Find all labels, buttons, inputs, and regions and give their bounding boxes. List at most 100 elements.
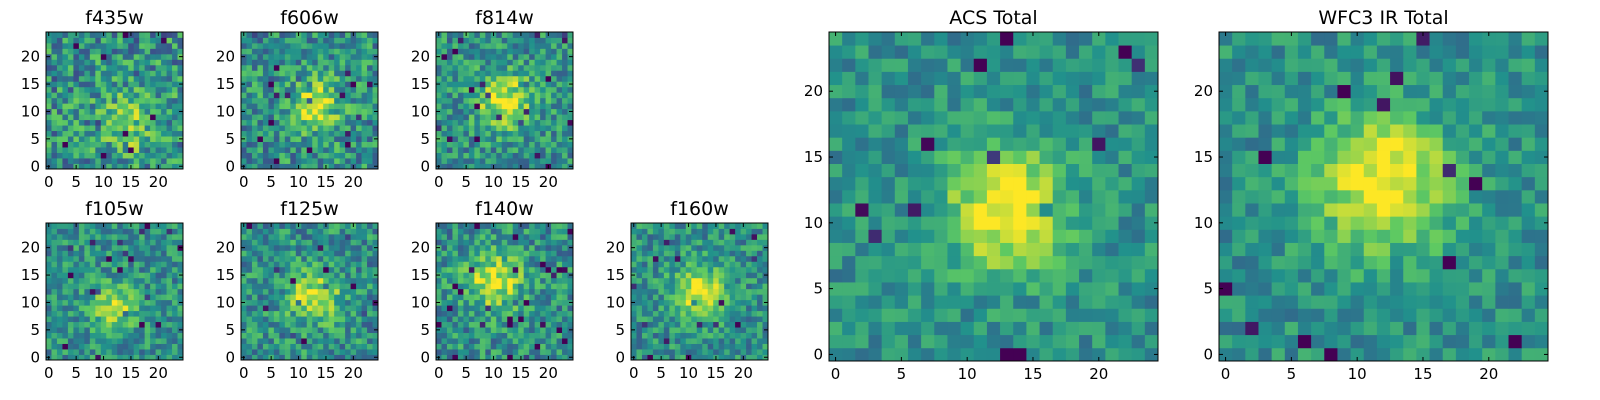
heatmap-cell bbox=[301, 86, 308, 93]
heatmap-cell bbox=[446, 266, 453, 273]
heatmap-cell bbox=[496, 59, 503, 66]
heatmap-cell bbox=[356, 103, 362, 110]
heatmap-cell bbox=[696, 343, 703, 350]
heatmap-cell bbox=[356, 158, 362, 164]
heatmap-cell bbox=[894, 282, 909, 296]
heatmap-cell bbox=[724, 239, 731, 246]
heatmap-cell bbox=[479, 42, 486, 49]
heatmap-cell bbox=[652, 266, 659, 273]
heatmap-cell bbox=[117, 354, 124, 361]
heatmap-cell bbox=[56, 86, 63, 93]
heatmap-cell bbox=[133, 103, 140, 110]
heatmap-cell bbox=[718, 272, 725, 279]
heatmap-cell bbox=[67, 59, 74, 66]
heatmap-cell bbox=[512, 75, 519, 82]
heatmap-cell bbox=[1105, 308, 1119, 322]
heatmap-cell bbox=[334, 349, 341, 355]
heatmap-cell bbox=[312, 42, 319, 49]
heatmap-cell bbox=[718, 354, 725, 361]
heatmap-cell bbox=[485, 130, 492, 137]
heatmap-cell bbox=[658, 233, 665, 240]
heatmap-cell bbox=[523, 327, 530, 333]
heatmap-cell bbox=[133, 108, 140, 115]
heatmap-cell bbox=[133, 305, 140, 312]
heatmap-cell bbox=[328, 59, 335, 66]
heatmap-cell bbox=[334, 92, 341, 99]
heatmap-cell bbox=[111, 343, 118, 350]
heatmap-cell bbox=[139, 223, 146, 229]
heatmap-cell bbox=[468, 223, 475, 229]
heatmap-cell bbox=[740, 277, 747, 284]
heatmap-cell bbox=[84, 354, 91, 361]
heatmap-cell bbox=[133, 321, 140, 328]
heatmap-cell bbox=[262, 277, 269, 284]
heatmap-cell bbox=[150, 255, 156, 262]
heatmap-cell bbox=[284, 316, 291, 323]
heatmap-cell bbox=[934, 295, 948, 309]
heatmap-cell bbox=[463, 119, 470, 126]
heatmap-cell bbox=[166, 86, 173, 93]
heatmap-cell bbox=[328, 64, 335, 71]
heatmap-cell bbox=[829, 176, 843, 191]
heatmap-cell bbox=[691, 261, 698, 268]
heatmap-cell bbox=[56, 32, 63, 38]
heatmap-cell bbox=[350, 250, 357, 257]
heatmap-cell bbox=[106, 59, 113, 66]
heatmap-cell bbox=[529, 125, 536, 132]
heatmap-cell bbox=[251, 86, 258, 93]
heatmap-cell bbox=[73, 81, 80, 88]
heatmap-cell bbox=[144, 305, 151, 312]
heatmap-cell bbox=[702, 343, 709, 350]
heatmap-cell bbox=[67, 288, 74, 295]
heatmap-cell bbox=[95, 136, 102, 142]
heatmap-cell bbox=[273, 141, 280, 148]
heatmap-cell bbox=[339, 332, 346, 339]
heatmap-cell bbox=[496, 349, 503, 355]
heatmap-cell bbox=[507, 152, 514, 159]
heatmap-cell bbox=[556, 141, 563, 148]
heatmap-cell bbox=[468, 349, 475, 355]
heatmap-cell bbox=[367, 92, 373, 99]
heatmap-cell bbox=[457, 81, 464, 88]
heatmap-cell bbox=[100, 233, 107, 240]
heatmap-cell bbox=[301, 125, 308, 132]
heatmap-cell bbox=[279, 228, 286, 235]
heatmap-cell bbox=[273, 354, 280, 361]
heatmap-cell bbox=[150, 64, 156, 71]
heatmap-cell bbox=[496, 233, 503, 240]
heatmap-cell bbox=[685, 343, 692, 350]
heatmap-cell bbox=[144, 64, 151, 71]
heatmap-cell bbox=[67, 75, 74, 82]
heatmap-cell bbox=[89, 32, 96, 38]
heatmap-cell bbox=[562, 343, 568, 350]
heatmap-cell bbox=[56, 48, 63, 55]
heatmap-cell bbox=[111, 283, 118, 290]
heatmap-cell bbox=[144, 141, 151, 148]
heatmap-cell bbox=[562, 261, 568, 268]
heatmap-cell bbox=[51, 59, 58, 66]
heatmap-cell bbox=[177, 321, 184, 328]
panel-title: f435w bbox=[85, 7, 144, 29]
heatmap-cell bbox=[1065, 295, 1080, 309]
heatmap-cell bbox=[751, 250, 758, 257]
heatmap-cell bbox=[279, 343, 286, 350]
heatmap-cell bbox=[829, 308, 843, 322]
heatmap-cell bbox=[328, 299, 335, 306]
heatmap-cell bbox=[166, 349, 173, 355]
heatmap-cell bbox=[361, 53, 368, 60]
heatmap-cell bbox=[551, 327, 557, 333]
heatmap-cell bbox=[84, 272, 91, 279]
heatmap-cell bbox=[707, 261, 714, 268]
heatmap-cell bbox=[367, 272, 373, 279]
heatmap-cell bbox=[551, 70, 557, 77]
heatmap-cell bbox=[262, 223, 269, 229]
heatmap-cell bbox=[89, 53, 96, 60]
heatmap-cell bbox=[762, 277, 769, 284]
heatmap-cell bbox=[501, 316, 508, 323]
heatmap-cell bbox=[84, 283, 91, 290]
heatmap-cell bbox=[139, 338, 146, 344]
heatmap-cell bbox=[868, 295, 883, 309]
heatmap-cell bbox=[257, 147, 264, 153]
heatmap-cell bbox=[1013, 163, 1027, 178]
heatmap-cell bbox=[501, 233, 508, 240]
